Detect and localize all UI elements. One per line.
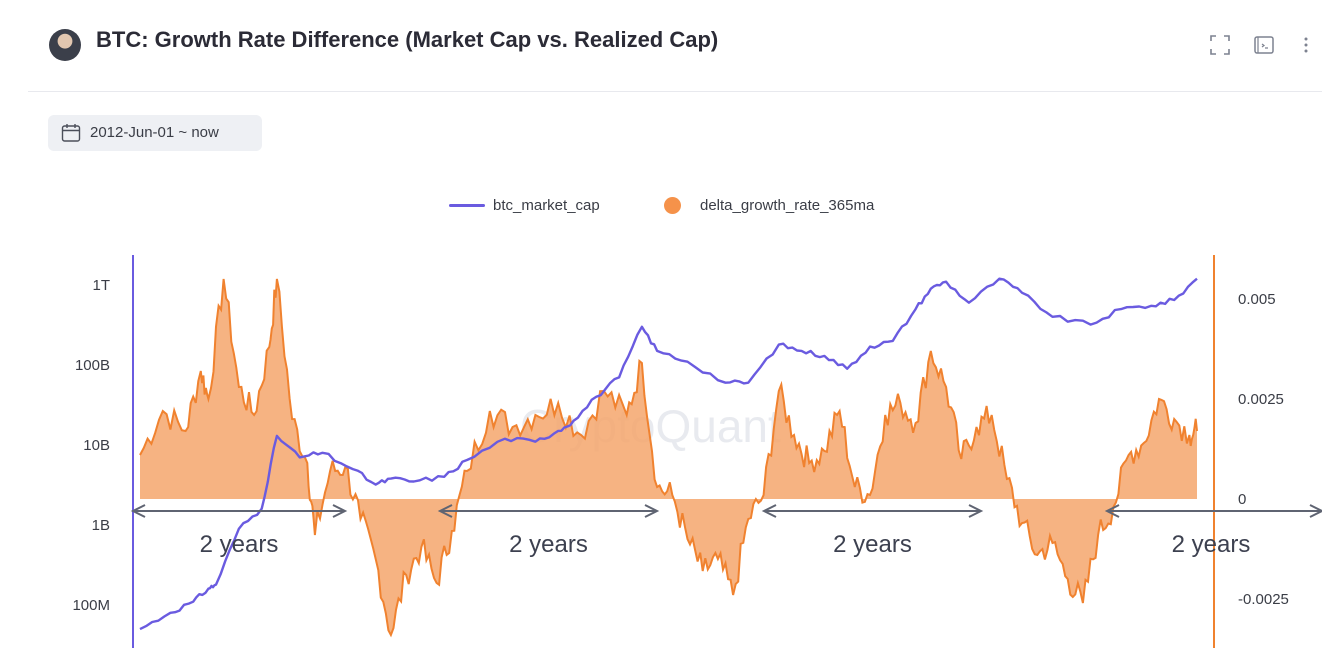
legend-label-market-cap[interactable]: btc_market_cap (493, 197, 600, 214)
y-left-tick-label: 10B (83, 437, 110, 454)
span-arrow-head-left (1104, 504, 1120, 518)
axes-layer: 100M 1B 10B 100B 1T 0.005 0.0025 0 -0.0025 (72, 255, 1289, 648)
y-left-tick-label: 100M (72, 597, 110, 614)
y-left-tick-label: 1T (92, 277, 110, 294)
market-cap-series-layer (139, 277, 1198, 631)
span-arrow-head-right (644, 504, 660, 518)
y-right-tick-label: 0.0025 (1238, 391, 1284, 408)
span-arrow-head-left (437, 504, 453, 518)
span-arrow-head-right (1309, 504, 1322, 518)
delta-series-layer (139, 278, 1198, 638)
legend-label-delta[interactable]: delta_growth_rate_365ma (700, 197, 875, 214)
span-arrow-head-right (332, 504, 348, 518)
chart-header: BTC: Growth Rate Difference (Market Cap … (0, 0, 1322, 92)
y-right-tick-label: 0 (1238, 491, 1246, 508)
span-label: 2 years (509, 531, 588, 558)
span-label: 2 years (833, 531, 912, 558)
span-label: 2 years (200, 531, 279, 558)
span-arrow-head-right (968, 504, 984, 518)
date-range-label: 2012-Jun-01 ~ now (90, 124, 219, 141)
more-vert-icon[interactable] (1300, 34, 1312, 56)
y-left-tick-label: 100B (75, 357, 110, 374)
author-avatar[interactable] (49, 29, 81, 61)
calendar-icon (61, 124, 81, 142)
annotation-layer: 2 years 2 years 2 years 2 years (130, 504, 1322, 558)
market-cap-line (139, 277, 1198, 631)
span-label: 2 years (1172, 531, 1251, 558)
legend-swatch-market-cap[interactable] (449, 204, 485, 207)
console-icon[interactable] (1253, 34, 1275, 56)
chart-title: BTC: Growth Rate Difference (Market Cap … (96, 27, 719, 52)
delta-line (139, 278, 1198, 638)
y-right-tick-label: -0.0025 (1238, 591, 1289, 608)
chart-legend: btc_market_cap delta_growth_rate_365ma (0, 196, 1322, 216)
header-divider (28, 91, 1322, 92)
date-range-picker[interactable]: 2012-Jun-01 ~ now (48, 115, 262, 151)
y-left-tick-label: 1B (92, 517, 110, 534)
fullscreen-icon[interactable] (1209, 34, 1231, 56)
y-right-tick-label: 0.005 (1238, 291, 1276, 308)
span-arrow-head-left (761, 504, 777, 518)
delta-area (140, 279, 1197, 635)
span-arrow-head-left (130, 504, 146, 518)
legend-swatch-delta[interactable] (664, 197, 681, 214)
